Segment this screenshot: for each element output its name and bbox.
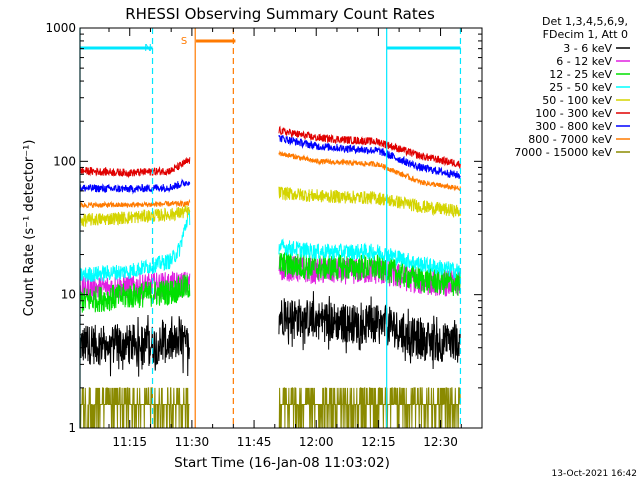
series-line-8-seg-1 [278, 387, 461, 429]
legend-label-5: 100 - 300 keV [535, 107, 612, 120]
legend-label-6: 300 - 800 keV [535, 120, 612, 133]
series-line-5-seg-1 [278, 125, 461, 169]
axes-frame [79, 27, 483, 429]
series-line-0-seg-0 [79, 314, 191, 377]
series-line-5-seg-0 [79, 156, 191, 179]
y-tick-label-1: 1 [68, 421, 76, 435]
legend-label-0: 3 - 6 keV [563, 42, 612, 55]
series-line-4-seg-1 [278, 186, 461, 218]
series-line-2-seg-0 [79, 274, 191, 313]
series-line-0-seg-1 [278, 291, 461, 369]
chart-title: RHESSI Observing Summary Count Rates [125, 5, 435, 23]
x-tick-label-2: 11:45 [237, 435, 272, 449]
legend-header-2: FDecim 1, Att 0 [543, 28, 628, 41]
legend: Det 1,3,4,5,6,9, FDecim 1, Att 0 3 - 6 k… [514, 15, 630, 159]
y-tick-label-10: 10 [61, 288, 76, 302]
footer-date: 13-Oct-2021 16:42 [552, 469, 637, 479]
y-tick-label-100: 100 [53, 154, 76, 168]
axis-ticks: 1 10 100 1000 11:15 11:30 11:45 12:00 12:15 12:30 [45, 21, 482, 449]
legend-label-3: 25 - 50 keV [549, 81, 612, 94]
flag-bars: NS [79, 28, 462, 428]
series-line-3-seg-1 [278, 238, 461, 280]
legend-label-7: 800 - 7000 keV [528, 133, 612, 146]
x-tick-label-4: 12:15 [361, 435, 396, 449]
series-line-7-seg-1 [278, 150, 461, 192]
x-tick-label-5: 12:30 [423, 435, 458, 449]
legend-header-1: Det 1,3,4,5,6,9, [542, 15, 628, 28]
flag-label-S: S [181, 36, 187, 47]
legend-label-4: 50 - 100 keV [542, 94, 612, 107]
legend-label-1: 6 - 12 keV [556, 55, 612, 68]
plot-area [79, 125, 461, 429]
series-line-7-seg-0 [79, 198, 191, 209]
series-line-4-seg-0 [79, 204, 191, 227]
x-tick-label-1: 11:30 [175, 435, 210, 449]
legend-label-8: 7000 - 15000 keV [514, 146, 612, 159]
x-axis-label: Start Time (16-Jan-08 11:03:02) [174, 455, 390, 471]
x-tick-label-3: 12:00 [299, 435, 334, 449]
y-tick-label-1000: 1000 [45, 21, 76, 35]
series-line-3-seg-0 [79, 210, 191, 283]
flag-label-N: N [144, 43, 151, 54]
x-tick-label-0: 11:15 [112, 435, 147, 449]
series-line-6-seg-0 [79, 178, 191, 195]
y-axis-label: Count Rate (s⁻¹ detector⁻¹) [22, 140, 37, 317]
legend-label-2: 12 - 25 keV [549, 68, 612, 81]
series-line-6-seg-1 [278, 134, 461, 179]
